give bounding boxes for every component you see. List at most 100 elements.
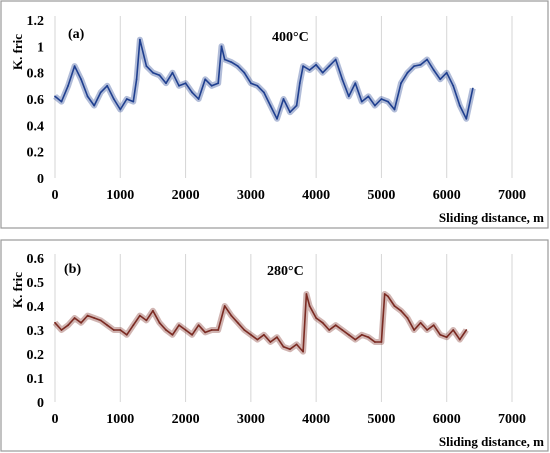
panel-a-point-67 [471, 87, 474, 90]
panel-a-point-16 [152, 71, 154, 74]
panel-b-point-1 [60, 329, 63, 331]
panel-b-point-52 [383, 293, 386, 295]
panel-a-point-42 [308, 69, 311, 71]
panel-a-y-axis-label: K. fric [10, 34, 25, 70]
panel-b-point-47 [354, 338, 357, 341]
panel-a-grid [54, 16, 513, 178]
panel-a-point-40 [298, 82, 301, 85]
panel-a-y-tick-4: 0.8 [27, 67, 45, 82]
panel-a-point-36 [276, 117, 278, 120]
panel-a-point-60 [426, 58, 428, 61]
panel-b-point-56 [406, 317, 409, 319]
panel-a-point-6 [93, 104, 96, 107]
panel-b-y-tick-3: 0.3 [27, 324, 45, 339]
panel-b-point-26 [223, 305, 226, 307]
panel-b-point-29 [243, 329, 246, 331]
panel-a-x-tick-0: 0 [52, 188, 59, 203]
panel-a-x-tick-7000: 7000 [498, 188, 526, 203]
panel-a-point-12 [132, 100, 135, 103]
panel-a-y-tick-1: 0.2 [27, 146, 45, 161]
panel-a-point-3 [73, 65, 76, 67]
panel-a-point-20 [178, 84, 180, 87]
panel-a-point-10 [119, 108, 122, 111]
panel-a-point-13 [135, 78, 138, 81]
panel-a-x-tick-4000: 4000 [302, 188, 330, 203]
panel-b-x-tick-1000: 1000 [106, 412, 134, 427]
panel-b-point-38 [302, 350, 304, 353]
panel-b-point-45 [341, 329, 344, 331]
panel-b-temperature-annotation: 280°C [267, 264, 304, 279]
panel-b-point-42 [321, 321, 324, 324]
panel-a-point-24 [204, 78, 207, 81]
panel-b-point-8 [106, 324, 109, 327]
panel-a-point-29 [230, 61, 233, 63]
panel-b-x-tick-7000: 7000 [498, 412, 526, 427]
panel-b-y-tick-4: 0.4 [27, 300, 45, 315]
panel-b-x-tick-2000: 2000 [172, 412, 200, 427]
panel-a-point-25 [210, 84, 213, 87]
panel-b-point-28 [236, 321, 239, 324]
panel-a-point-23 [197, 98, 200, 100]
panel-b-point-44 [334, 324, 337, 327]
panel-a-point-22 [191, 91, 194, 94]
panel-b-point-53 [387, 295, 389, 298]
panel-b-point-33 [269, 341, 272, 343]
panel-a-point-5 [86, 95, 89, 98]
panel-a-x-tick-1000: 1000 [106, 188, 134, 203]
panel-b-point-41 [315, 317, 317, 319]
panel-a-point-50 [360, 100, 363, 103]
panel-a-point-34 [263, 91, 265, 94]
panel-b-point-43 [328, 329, 331, 331]
panel-a-point-44 [321, 71, 324, 74]
panel-a-point-65 [458, 104, 461, 107]
panel-b-point-4 [80, 321, 82, 324]
panel-b-series-line [54, 293, 467, 353]
panel-b-point-49 [367, 336, 370, 339]
panel-a-point-45 [328, 65, 331, 67]
panel-a-point-33 [256, 84, 259, 87]
panel-b-point-51 [380, 341, 383, 343]
panel-a-point-41 [302, 65, 304, 67]
panel-a-point-59 [419, 63, 422, 66]
panel-b-point-23 [204, 331, 207, 334]
panel-b-point-7 [99, 319, 102, 322]
panel-a-point-53 [380, 98, 383, 100]
panel-a-point-27 [220, 45, 223, 48]
panel-a-y-tick-0: 0 [37, 172, 44, 187]
panel-b-point-0 [54, 321, 56, 324]
panel-b-point-18 [171, 333, 174, 336]
panel-a-point-15 [145, 65, 148, 67]
panel-a-point-0 [54, 95, 56, 98]
panel-b-line [52, 291, 469, 355]
panel-b-point-5 [86, 314, 89, 317]
panel-a-point-58 [413, 65, 415, 67]
panel-a-point-47 [341, 78, 344, 81]
panel-b-y-tick-6: 0.6 [27, 252, 45, 267]
panel-b-x-tick-5000: 5000 [367, 412, 395, 427]
panel-a-point-52 [374, 104, 376, 107]
panel-a-point-64 [452, 84, 455, 87]
panel-b-point-16 [158, 321, 161, 324]
panel-b-point-39 [305, 293, 308, 295]
panel-a-temperature-annotation: 400°C [272, 30, 309, 45]
panel-b-point-61 [439, 333, 442, 336]
panel-b-y-tick-0: 0 [37, 396, 44, 411]
panel-b-point-3 [73, 317, 76, 319]
panel-a-x-tick-5000: 5000 [367, 188, 395, 203]
panel-a-point-63 [445, 71, 448, 74]
panel-a-point-48 [347, 95, 350, 98]
panel-a-x-axis-label: Sliding distance, m [439, 210, 544, 225]
panel-a-point-55 [393, 108, 396, 111]
panel-b-point-25 [217, 329, 220, 331]
panel-a: 0 1000 2000 3000 4000 5000 6000 7000 0 0.2 0.4 0.6… [0, 0, 549, 229]
panel-b-point-31 [256, 338, 259, 341]
panel-a-point-38 [289, 111, 291, 114]
panel-a-x-tick-3000: 3000 [237, 188, 265, 203]
panel-b-point-12 [132, 324, 135, 327]
panel-a-point-19 [171, 71, 174, 74]
panel-b-frame [0, 239, 549, 452]
panel-a-point-37 [282, 98, 285, 100]
panel-a-point-39 [295, 104, 298, 107]
panel-a-point-11 [125, 98, 128, 100]
panel-a-point-51 [367, 95, 370, 98]
